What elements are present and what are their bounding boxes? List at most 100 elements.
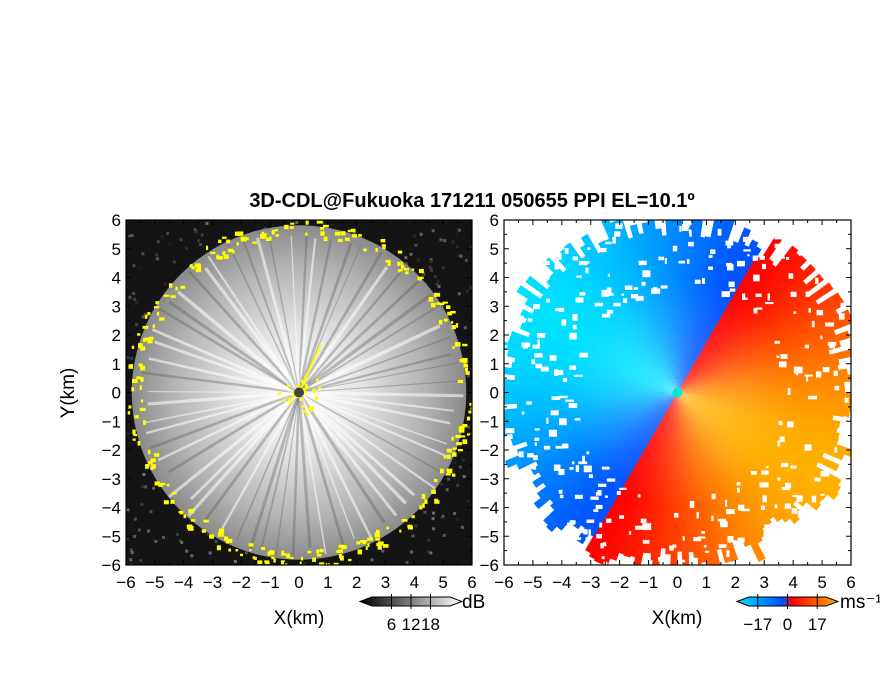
missing-gate — [804, 374, 813, 377]
missing-gate — [765, 301, 774, 305]
missing-gate — [717, 518, 727, 522]
flag-pixel — [435, 292, 441, 297]
missing-gate — [777, 440, 781, 447]
missing-gate — [553, 464, 561, 471]
missing-gate — [742, 293, 746, 300]
missing-gate — [737, 537, 745, 543]
snr-streak — [189, 391, 300, 501]
flag-pixel — [457, 449, 463, 452]
missing-gate — [673, 567, 681, 572]
missing-gate — [559, 418, 567, 426]
missing-gate — [697, 536, 706, 539]
noise-pixel — [141, 252, 145, 256]
flag-pixel — [236, 242, 239, 246]
flag-pixel — [170, 295, 176, 298]
missing-gate — [642, 523, 652, 531]
flag-pixel — [450, 310, 456, 314]
missing-gate — [729, 288, 736, 292]
missing-gate — [638, 260, 647, 266]
missing-gate — [672, 544, 677, 548]
flag-pixel — [460, 435, 466, 438]
missing-gate — [594, 302, 604, 307]
noise-pixel — [214, 539, 218, 543]
snr-streak — [297, 392, 346, 549]
flag-pixel — [411, 515, 415, 519]
flag-pixel — [299, 397, 303, 401]
missing-gate — [812, 518, 821, 526]
missing-gate — [679, 225, 682, 232]
missing-gate — [736, 260, 745, 267]
flag-pixel — [128, 405, 132, 409]
missing-gate — [544, 260, 550, 266]
noise-pixel — [126, 356, 130, 360]
noise-pixel — [427, 538, 431, 542]
snr-streak — [268, 237, 300, 393]
noise-pixel — [423, 510, 427, 514]
flag-pixel — [209, 251, 216, 255]
radar-site-marker — [672, 387, 683, 398]
missing-gate — [607, 273, 610, 277]
missing-gate — [793, 366, 803, 374]
snr-streak — [157, 306, 300, 394]
missing-gate — [764, 524, 773, 531]
flag-pixel — [462, 358, 468, 363]
missing-gate — [780, 541, 783, 548]
missing-gate — [527, 453, 534, 458]
missing-gate — [601, 313, 611, 318]
flag-pixel — [316, 553, 322, 557]
flag-pixel — [316, 220, 323, 224]
missing-gate — [606, 309, 614, 314]
flag-pixel — [275, 234, 280, 237]
flag-pixel — [288, 397, 292, 401]
flag-pixel — [269, 550, 275, 555]
flag-pixel — [218, 239, 222, 244]
missing-gate — [701, 530, 706, 534]
noise-pixel — [154, 539, 158, 543]
flag-pixel — [153, 306, 160, 309]
noise-pixel — [130, 234, 134, 238]
noise-pixel — [458, 465, 462, 469]
noise-pixel — [295, 221, 299, 225]
missing-gate — [554, 264, 560, 270]
missing-gate — [703, 544, 707, 548]
noise-pixel — [233, 559, 237, 563]
noise-pixel — [128, 234, 132, 238]
missing-gate — [856, 420, 860, 427]
flag-pixel — [400, 264, 405, 269]
flag-pixel — [451, 473, 456, 477]
y-tick-label: 2 — [112, 326, 121, 345]
flag-pixel — [159, 317, 165, 321]
missing-gate — [759, 222, 764, 229]
missing-gate — [603, 542, 607, 547]
missing-gate — [660, 285, 668, 289]
flag-pixel — [138, 363, 143, 367]
snr-streak — [297, 391, 416, 497]
flag-pixel — [190, 519, 196, 522]
x-tick-label: −2 — [610, 573, 629, 592]
noise-pixel — [185, 246, 189, 250]
noise-pixel — [444, 220, 448, 224]
flag-pixel — [232, 250, 235, 254]
flag-pixel — [302, 387, 306, 391]
snr-streak — [168, 391, 301, 498]
missing-gate — [569, 332, 577, 340]
missing-gate — [569, 520, 576, 525]
doppler-missing-data — [504, 220, 860, 572]
flag-pixel — [464, 367, 468, 372]
missing-gate — [545, 298, 550, 303]
y-tick-label: 0 — [490, 384, 499, 403]
flag-pixel — [188, 509, 193, 514]
y-tick-label: −1 — [480, 412, 499, 431]
missing-gate — [726, 550, 730, 558]
missing-gate — [585, 537, 590, 542]
missing-gate — [727, 263, 732, 269]
noise-pixel — [176, 533, 180, 537]
x-tick-label: 0 — [294, 573, 303, 592]
snr-streak — [187, 270, 300, 394]
flag-pixel — [318, 386, 322, 390]
missing-gate — [521, 411, 525, 415]
flag-pixel — [271, 556, 275, 560]
flag-pixel — [151, 464, 156, 469]
missing-gate — [621, 293, 625, 296]
snr-streak — [297, 391, 386, 524]
